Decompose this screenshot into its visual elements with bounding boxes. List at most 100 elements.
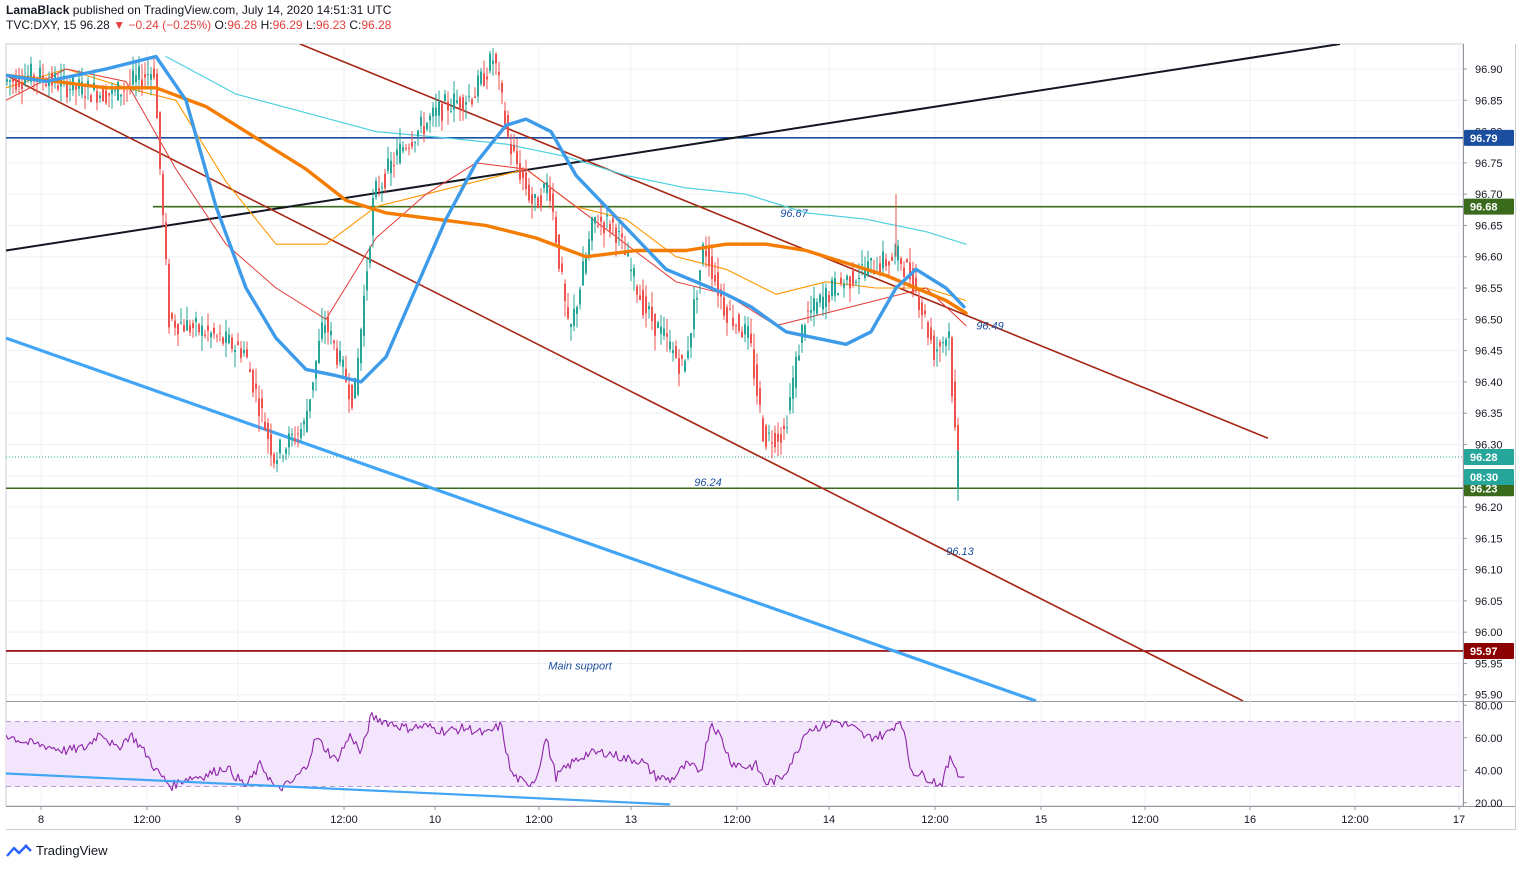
candle-body bbox=[15, 77, 17, 90]
candle-body bbox=[750, 333, 752, 344]
open-value: 96.28 bbox=[227, 18, 258, 32]
candle-body bbox=[603, 222, 605, 234]
time-tick-label: 9 bbox=[235, 814, 241, 826]
candle-body bbox=[282, 456, 284, 458]
candle-body bbox=[576, 306, 578, 314]
candle-body bbox=[231, 337, 233, 349]
candle-body bbox=[114, 89, 116, 91]
candle-body bbox=[840, 278, 842, 284]
candle-body bbox=[927, 322, 929, 338]
candle-body bbox=[690, 332, 692, 348]
candle-body bbox=[570, 324, 572, 327]
candle-body bbox=[951, 337, 953, 397]
candle-body bbox=[555, 217, 557, 243]
chart-annotation: 96.13 bbox=[946, 546, 974, 558]
candle-body bbox=[657, 322, 659, 328]
price-tick-label: 96.00 bbox=[1475, 627, 1503, 639]
candle-body bbox=[171, 313, 173, 319]
close-label: C: bbox=[349, 18, 362, 32]
candle-body bbox=[666, 333, 668, 337]
candle-body bbox=[852, 270, 854, 285]
candle-body bbox=[357, 357, 359, 395]
candle-body bbox=[531, 194, 533, 204]
tradingview-brand[interactable]: TradingView bbox=[36, 843, 108, 858]
candle-body bbox=[111, 87, 113, 95]
candle-body bbox=[921, 302, 923, 316]
candle-body bbox=[945, 339, 947, 346]
candle-body bbox=[9, 80, 11, 82]
candle-body bbox=[351, 384, 353, 408]
candle-body bbox=[417, 130, 419, 137]
published-text: published on TradingView.com, July 14, 2… bbox=[69, 3, 392, 17]
candle-body bbox=[930, 327, 932, 341]
candle-body bbox=[552, 193, 554, 212]
candle-body bbox=[519, 163, 521, 180]
time-tick-label: 12:00 bbox=[723, 814, 751, 826]
candle-body bbox=[45, 83, 47, 86]
candle-body bbox=[939, 342, 941, 347]
price-tick-label: 96.15 bbox=[1475, 533, 1503, 545]
candle-body bbox=[825, 288, 827, 307]
chart-annotation: 96.24 bbox=[694, 477, 722, 489]
candle-body bbox=[75, 86, 77, 90]
time-tick-label: 12:00 bbox=[921, 814, 949, 826]
candle-body bbox=[696, 297, 698, 300]
candle-body bbox=[834, 278, 836, 296]
candle-body bbox=[744, 324, 746, 335]
price-tick-label: 95.90 bbox=[1475, 690, 1503, 702]
author-name[interactable]: LamaBlack bbox=[6, 3, 70, 17]
candle-body bbox=[285, 448, 287, 454]
candle-body bbox=[636, 286, 638, 295]
candle-body bbox=[711, 256, 713, 280]
open-label: O: bbox=[214, 18, 228, 32]
chart-header: LamaBlack published on TradingView.com, … bbox=[6, 4, 391, 32]
symbol-label[interactable]: TVC:DXY, 15 bbox=[6, 18, 77, 32]
candle-body bbox=[105, 90, 107, 104]
ema-thin-red-line bbox=[6, 68, 967, 327]
candle-body bbox=[612, 218, 614, 223]
candle-body bbox=[486, 76, 488, 80]
candle-body bbox=[420, 116, 422, 126]
candle-body bbox=[441, 103, 443, 121]
ema-cyan-line bbox=[165, 55, 967, 245]
candle-body bbox=[156, 73, 158, 119]
candle-body bbox=[225, 331, 227, 343]
candle-body bbox=[471, 99, 473, 105]
candle-body bbox=[198, 324, 200, 333]
candle-body bbox=[21, 83, 23, 90]
candle-body bbox=[498, 71, 500, 75]
candle-body bbox=[264, 421, 266, 430]
candle-body bbox=[621, 233, 623, 238]
candle-body bbox=[465, 102, 467, 105]
candle-body bbox=[528, 184, 530, 201]
candle-body bbox=[768, 432, 770, 434]
candle-body bbox=[159, 111, 161, 169]
candle-body bbox=[501, 82, 503, 93]
ema-orange-line bbox=[6, 73, 968, 315]
candle-body bbox=[540, 195, 542, 207]
chart-annotation: 96.49 bbox=[976, 321, 1004, 333]
candle-body bbox=[708, 248, 710, 267]
candle-body bbox=[273, 453, 275, 464]
rsi-area bbox=[6, 712, 965, 806]
candle-body bbox=[936, 349, 938, 352]
low-label: L: bbox=[305, 18, 316, 32]
candle-body bbox=[729, 309, 731, 311]
candle-body bbox=[57, 85, 59, 90]
candle-body bbox=[663, 328, 665, 336]
candle-body bbox=[129, 83, 131, 85]
candle-body bbox=[795, 356, 797, 388]
time-tick-label: 15 bbox=[1035, 814, 1047, 826]
candle-body bbox=[558, 234, 560, 269]
candle-body bbox=[831, 279, 833, 297]
candle-body bbox=[816, 302, 818, 314]
candle-body bbox=[648, 306, 650, 310]
candle-body bbox=[654, 313, 656, 336]
candle-body bbox=[594, 216, 596, 224]
candle-body bbox=[432, 107, 434, 117]
candle-body bbox=[372, 198, 374, 236]
ema-thin-orange-line bbox=[6, 68, 967, 302]
price-tick-label: 96.10 bbox=[1475, 565, 1503, 577]
candle-body bbox=[174, 320, 176, 328]
